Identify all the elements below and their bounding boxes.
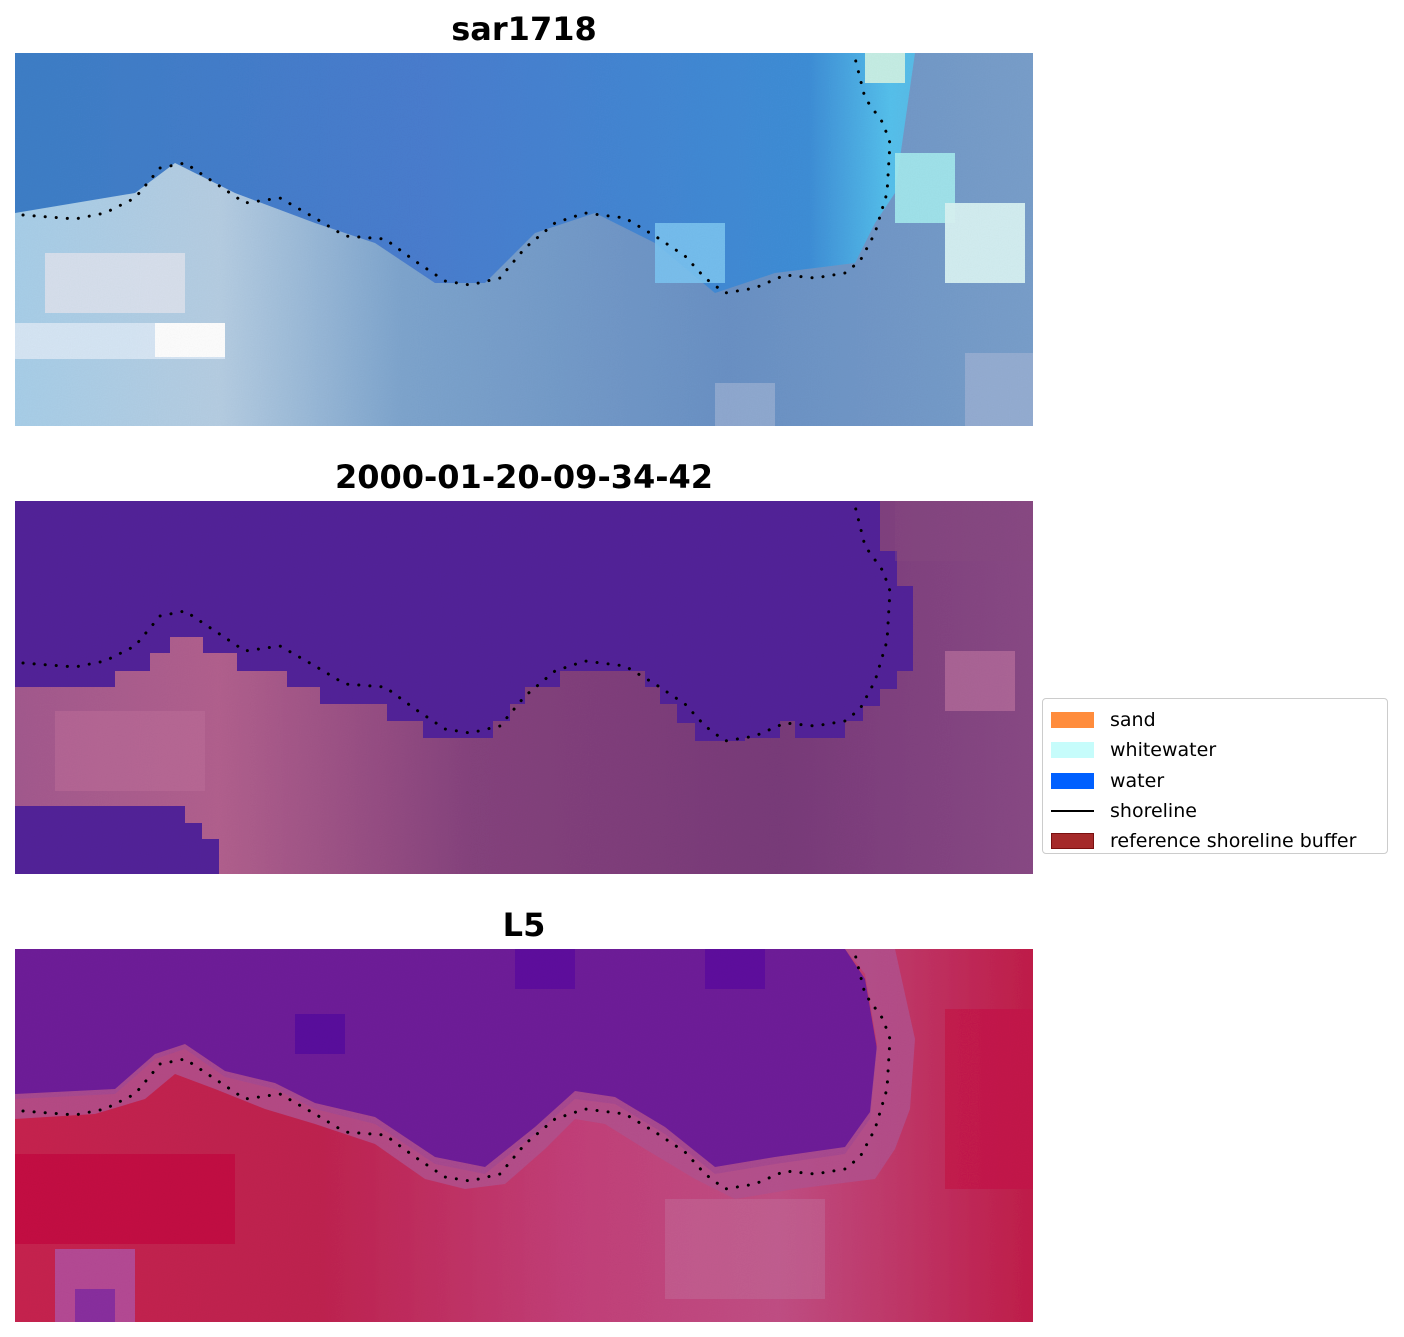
legend-label-sand: sand	[1110, 709, 1156, 732]
panel-title-index: L5	[502, 906, 546, 944]
classified-layer	[15, 501, 1033, 874]
panel-title-rgb: sar1718	[451, 10, 597, 48]
legend-item-sand: sand	[1051, 705, 1379, 735]
shoreline-path	[21, 56, 892, 295]
panel-image-rgb	[15, 53, 1033, 426]
legend-swatch-water	[1051, 772, 1094, 789]
legend-item-reference-buffer: reference shoreline buffer	[1051, 826, 1379, 856]
legend-item-shoreline: shoreline	[1051, 796, 1379, 826]
legend-item-whitewater: whitewater	[1051, 735, 1379, 765]
panel-title-classified: 2000-01-20-09-34-42	[334, 458, 714, 496]
legend-label-water: water	[1110, 769, 1165, 792]
shoreline-path	[21, 504, 892, 743]
rgb-layer	[15, 53, 1033, 426]
legend: sand whitewater water shoreline referenc…	[1042, 698, 1388, 854]
legend-item-water: water	[1051, 766, 1379, 796]
legend-label-reference-buffer: reference shoreline buffer	[1110, 830, 1357, 853]
legend-line-shoreline	[1051, 810, 1094, 813]
legend-swatch-reference-buffer	[1051, 833, 1094, 850]
legend-swatch-sand	[1051, 712, 1094, 729]
legend-label-shoreline: shoreline	[1110, 800, 1197, 823]
raster-classified	[15, 501, 1033, 874]
panel-image-classified	[15, 501, 1033, 874]
raster-rgb	[15, 53, 1033, 426]
legend-swatch-whitewater	[1051, 742, 1094, 759]
shoreline-path	[21, 952, 892, 1191]
legend-label-whitewater: whitewater	[1110, 739, 1217, 762]
index-layer	[15, 949, 1033, 1322]
raster-index	[15, 949, 1033, 1322]
panel-image-index	[15, 949, 1033, 1322]
